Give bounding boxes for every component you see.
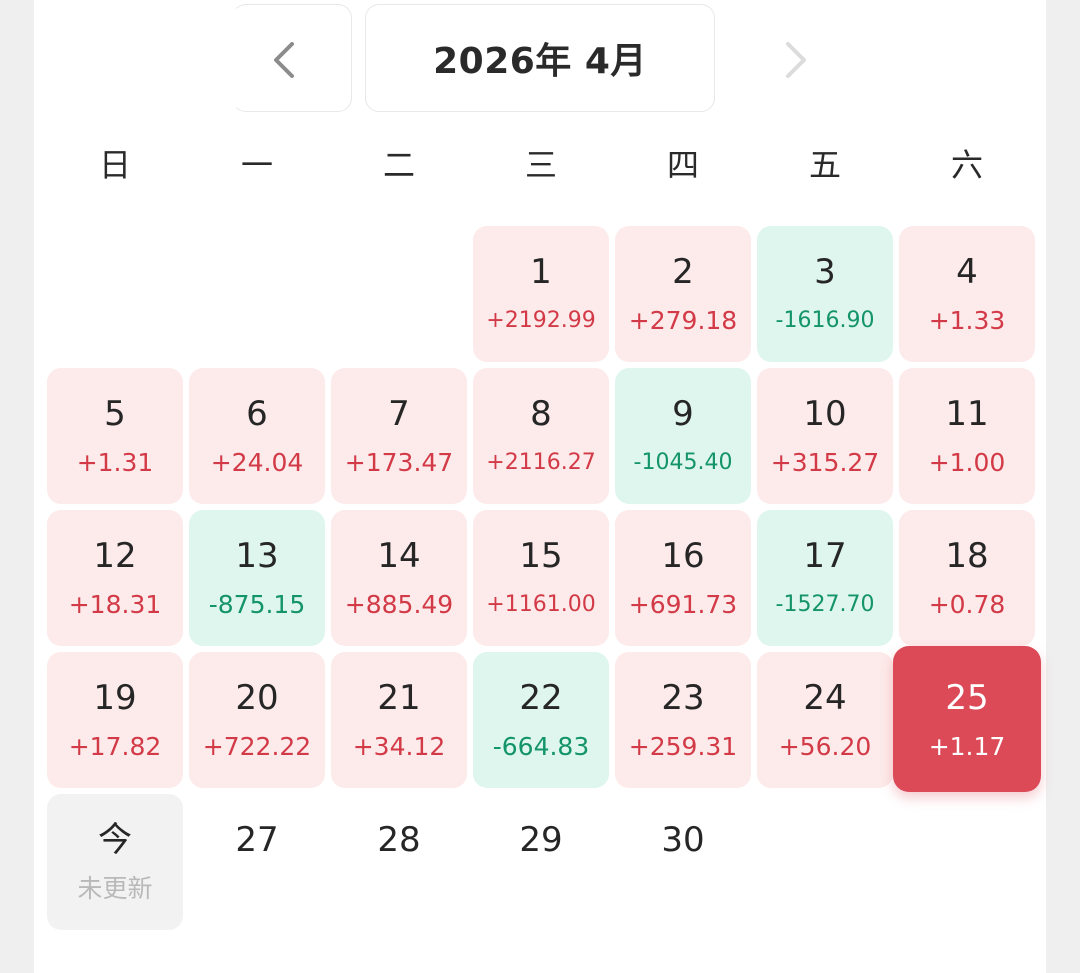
day-number: 1: [530, 252, 552, 292]
day-cell[interactable]: 7 +173.47: [331, 368, 467, 504]
day-change-value: +56.20: [778, 732, 872, 761]
day-cell[interactable]: 15 +1161.00: [473, 510, 609, 646]
day-number: 11: [945, 394, 989, 434]
day-cell[interactable]: 1 +2192.99: [473, 226, 609, 362]
day-number: 3: [814, 252, 836, 292]
day-cell[interactable]: 29: [473, 794, 609, 930]
day-change-value: +691.73: [628, 590, 738, 619]
not-updated-label: 未更新: [77, 874, 153, 903]
day-cell[interactable]: 16 +691.73: [615, 510, 751, 646]
day-cell[interactable]: 5 +1.31: [47, 368, 183, 504]
day-cell[interactable]: 25 +1.17: [893, 646, 1041, 792]
day-cell[interactable]: 10 +315.27: [757, 368, 893, 504]
day-change-value: +259.31: [628, 732, 738, 761]
day-change-value: +0.78: [928, 590, 1006, 619]
day-cell[interactable]: 12 +18.31: [47, 510, 183, 646]
day-cell[interactable]: 28: [331, 794, 467, 930]
day-cell[interactable]: 21 +34.12: [331, 652, 467, 788]
day-change-value: +1.31: [76, 448, 154, 477]
day-cell[interactable]: 22 -664.83: [473, 652, 609, 788]
day-number: 30: [661, 820, 705, 860]
weekday-label: 六: [950, 146, 983, 184]
day-change-value: +34.12: [352, 732, 446, 761]
day-change-value: +17.82: [68, 732, 162, 761]
day-cell[interactable]: 18 +0.78: [899, 510, 1035, 646]
day-change-value: +24.04: [210, 448, 304, 477]
day-number: 15: [519, 536, 563, 576]
day-cell[interactable]: 13 -875.15: [189, 510, 325, 646]
day-cell[interactable]: 8 +2116.27: [473, 368, 609, 504]
day-cell[interactable]: 6 +24.04: [189, 368, 325, 504]
day-change-value: -1527.70: [775, 592, 875, 617]
day-cell[interactable]: 4 +1.33: [899, 226, 1035, 362]
day-number: 9: [672, 394, 694, 434]
day-cell[interactable]: 23 +259.31: [615, 652, 751, 788]
day-number: 12: [93, 536, 137, 576]
day-number: 28: [377, 820, 421, 860]
day-change-value: +885.49: [344, 590, 454, 619]
day-number: 13: [235, 536, 279, 576]
day-change-value: -1616.90: [775, 308, 875, 333]
day-cell[interactable]: 11 +1.00: [899, 368, 1035, 504]
weekday-label: 一: [240, 146, 273, 184]
day-change-value: +1.00: [928, 448, 1006, 477]
day-change-value: +1.17: [928, 732, 1006, 761]
weekday-label: 二: [382, 146, 415, 184]
day-cell[interactable]: 27: [189, 794, 325, 930]
weekday-label: 三: [524, 146, 557, 184]
day-change-value: -664.83: [492, 732, 590, 761]
chevron-right-icon: [786, 42, 806, 78]
next-month-button[interactable]: [776, 36, 816, 84]
day-number: 24: [803, 678, 847, 718]
day-number: 4: [956, 252, 978, 292]
day-cell[interactable]: 30: [615, 794, 751, 930]
day-change-value: -1045.40: [633, 450, 733, 475]
month-title[interactable]: 2026年 4月: [365, 4, 715, 112]
prev-month-button[interactable]: [264, 36, 304, 84]
day-cell[interactable]: 24 +56.20: [757, 652, 893, 788]
day-number: 29: [519, 820, 563, 860]
today-cell[interactable]: 今未更新: [47, 794, 183, 930]
day-cell[interactable]: 19 +17.82: [47, 652, 183, 788]
day-number: 19: [93, 678, 137, 718]
day-change-value: +722.22: [202, 732, 312, 761]
day-number: 17: [803, 536, 847, 576]
day-cell[interactable]: 9 -1045.40: [615, 368, 751, 504]
day-change-value: +2116.27: [486, 450, 596, 475]
day-change-value: +18.31: [68, 590, 162, 619]
day-cell[interactable]: 20 +722.22: [189, 652, 325, 788]
day-number: 2: [672, 252, 694, 292]
day-number: 27: [235, 820, 279, 860]
day-number: 22: [519, 678, 563, 718]
day-number: 21: [377, 678, 421, 718]
day-number: 今: [98, 820, 132, 860]
day-number: 20: [235, 678, 279, 718]
prev-month-area[interactable]: [232, 4, 352, 112]
day-cell[interactable]: 2 +279.18: [615, 226, 751, 362]
day-number: 14: [377, 536, 421, 576]
day-number: 8: [530, 394, 552, 434]
day-number: 5: [104, 394, 126, 434]
day-change-value: +279.18: [628, 306, 738, 335]
day-change-value: -875.15: [208, 590, 306, 619]
day-change-value: +1.33: [928, 306, 1006, 335]
day-change-value: +2192.99: [486, 308, 596, 333]
weekday-label: 四: [666, 146, 699, 184]
day-number: 7: [388, 394, 410, 434]
day-number: 6: [246, 394, 268, 434]
day-change-value: +1161.00: [486, 592, 596, 617]
day-number: 23: [661, 678, 705, 718]
weekday-label: 日: [98, 146, 131, 184]
chevron-left-icon: [274, 42, 294, 78]
day-cell[interactable]: 14 +885.49: [331, 510, 467, 646]
day-number: 16: [661, 536, 705, 576]
day-cell[interactable]: 17 -1527.70: [757, 510, 893, 646]
day-number: 25: [945, 678, 989, 718]
day-number: 18: [945, 536, 989, 576]
day-change-value: +173.47: [344, 448, 454, 477]
day-cell[interactable]: 3 -1616.90: [757, 226, 893, 362]
day-change-value: +315.27: [770, 448, 880, 477]
weekday-label: 五: [808, 146, 841, 184]
day-number: 10: [803, 394, 847, 434]
